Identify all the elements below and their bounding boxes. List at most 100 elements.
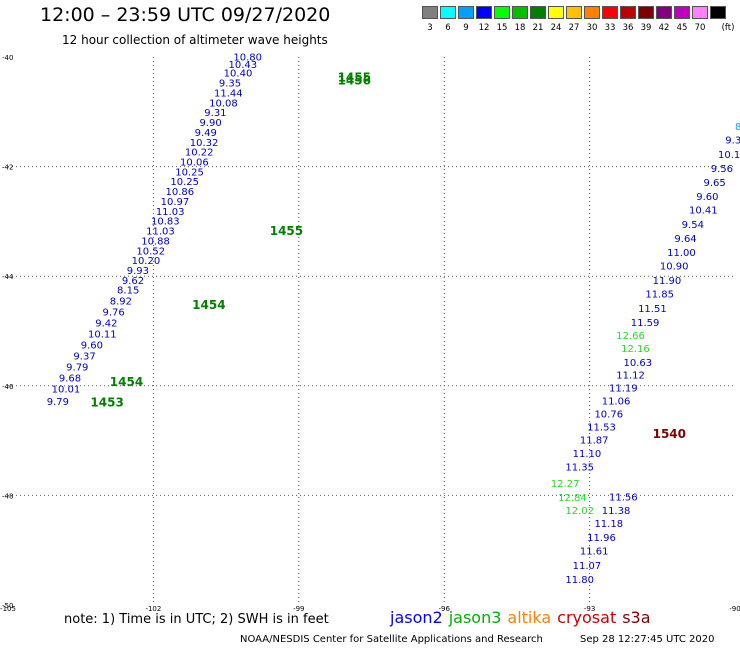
data-label: 11.59: [631, 318, 660, 329]
data-label: 10.41: [689, 206, 718, 217]
scale-swatch: [620, 6, 636, 19]
data-label: 11.61: [580, 547, 609, 558]
footer-credit: NOAA/NESDIS Center for Satellite Applica…: [240, 634, 543, 645]
data-label: 11.80: [565, 575, 594, 586]
chart-subtitle: 12 hour collection of altimeter wave hei…: [62, 33, 328, 47]
data-label: 11.35: [565, 463, 594, 474]
x-tick-label: -93: [584, 605, 595, 613]
data-label: 9.64: [674, 234, 696, 245]
data-label: 11.56: [609, 492, 638, 503]
footer-note: note: 1) Time is in UTC; 2) SWH is in fe…: [64, 612, 329, 627]
scale-swatch: [548, 6, 564, 19]
data-label: 9.38: [725, 136, 740, 147]
data-label: 11.19: [609, 383, 638, 394]
scale-label: 27: [568, 23, 580, 33]
scale-label: 15: [496, 23, 508, 33]
scale-swatch: [476, 6, 492, 19]
scale-swatch: [512, 6, 528, 19]
scale-label: 70: [694, 23, 706, 33]
scale-label: 9: [463, 23, 469, 33]
data-label: 11.51: [638, 304, 667, 315]
data-label: 11.18: [594, 519, 623, 530]
scale-swatch: [440, 6, 456, 19]
scale-label: 39: [640, 23, 652, 33]
scale-label: 24: [550, 23, 562, 33]
data-label: 1454: [110, 375, 143, 389]
scale-unit: (ft): [721, 23, 735, 33]
scale-label: 30: [586, 23, 598, 33]
data-label: 10.40: [224, 69, 253, 80]
scale-swatch: [584, 6, 600, 19]
data-label: 11.87: [580, 435, 609, 446]
data-label: 1454: [192, 298, 225, 312]
data-label: 8.09: [735, 122, 740, 133]
data-label: 8.92: [110, 297, 132, 308]
data-label: 1453: [90, 396, 123, 410]
data-label: 10.32: [190, 138, 219, 149]
y-tick-label: -42: [2, 164, 13, 172]
data-label: 9.31: [204, 108, 226, 119]
data-label: 11.44: [214, 88, 243, 99]
scale-label: 45: [676, 23, 688, 33]
data-label: 9.42: [95, 319, 117, 330]
data-label: 11.03: [146, 227, 175, 238]
data-label: 8.15: [117, 286, 139, 297]
scale-swatch: [494, 6, 510, 19]
scale-label: 18: [514, 23, 526, 33]
scale-label: 6: [445, 23, 451, 33]
scale-swatch: [422, 6, 438, 19]
data-label: 10.63: [624, 358, 653, 369]
scale-swatch: [566, 6, 582, 19]
scale-swatch: [656, 6, 672, 19]
data-label: 10.10: [718, 150, 740, 161]
satellite-legend: jason2 jason3 altika cryosat s3a: [390, 608, 657, 627]
data-label: 10.08: [209, 98, 238, 109]
data-label: 10.80: [233, 52, 262, 63]
data-label: 9.90: [199, 118, 221, 129]
data-label: 11.90: [653, 276, 682, 287]
legend-item: altika: [507, 608, 552, 627]
data-label: 12.16: [621, 344, 650, 355]
data-label: 11.12: [616, 371, 645, 382]
footer-timestamp: Sep 28 12:27:45 UTC 2020: [580, 634, 715, 645]
data-label: 9.68: [59, 373, 81, 384]
data-label: 10.97: [161, 197, 190, 208]
data-label: 10.25: [175, 167, 204, 178]
data-label: 12.02: [565, 506, 594, 517]
y-tick-label: -44: [2, 273, 14, 281]
scale-label: 3: [427, 23, 433, 33]
x-tick-label: -102: [145, 605, 161, 613]
scale-swatch: [458, 6, 474, 19]
data-label: 12.66: [616, 331, 645, 342]
data-label: 9.56: [711, 164, 733, 175]
scale-label: 12: [478, 23, 490, 33]
data-label: 11.03: [156, 207, 185, 218]
data-label: 10.83: [151, 217, 180, 228]
data-label: 12.27: [551, 479, 580, 490]
data-label: 9.79: [47, 397, 69, 408]
data-label: 1455: [338, 71, 371, 85]
y-tick-label: -46: [2, 383, 14, 391]
data-label: 10.06: [180, 158, 209, 169]
data-label: 9.65: [703, 178, 725, 189]
x-tick-label: -105: [0, 605, 16, 613]
data-label: 9.54: [682, 220, 704, 231]
legend-item: s3a: [622, 608, 651, 627]
legend-item: jason3: [448, 608, 502, 627]
data-label: 9.60: [81, 341, 103, 352]
data-label: 10.86: [166, 187, 195, 198]
scale-swatch: [710, 6, 726, 19]
data-label: 10.20: [132, 256, 161, 267]
data-label: 9.35: [219, 79, 241, 90]
data-label: 11.06: [602, 396, 631, 407]
data-label: 9.37: [73, 351, 95, 362]
data-label: 10.01: [52, 384, 81, 395]
data-label: 1456: [338, 73, 371, 87]
scale-label: 33: [604, 23, 616, 33]
scale-swatch: [638, 6, 654, 19]
scale-label: 42: [658, 23, 670, 33]
data-label: 11.10: [573, 449, 602, 460]
data-label: 10.76: [594, 410, 623, 421]
scale-label: 21: [532, 23, 544, 33]
